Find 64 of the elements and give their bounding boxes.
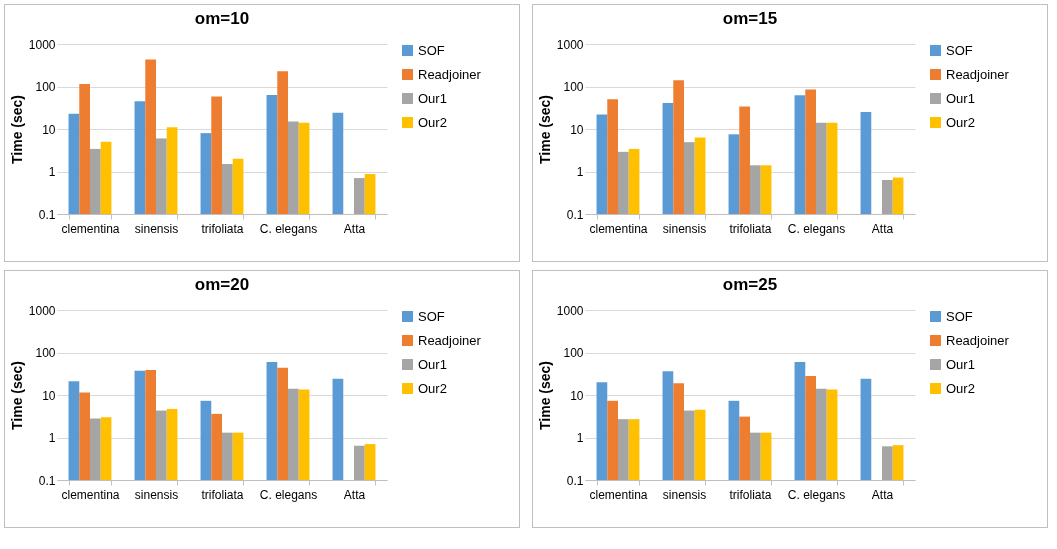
y-axis-title: Time (sec)	[8, 361, 25, 430]
x-tick-label: trifoliata	[729, 221, 772, 236]
y-tick-label: 10	[42, 122, 56, 137]
y-tick-label: 1000	[28, 37, 56, 52]
legend-label: Our1	[946, 90, 975, 106]
y-tick-label: 100	[563, 346, 584, 360]
legend-label: Our2	[946, 114, 975, 130]
x-tick-label: sinensis	[134, 487, 179, 502]
y-tick-label: 1000	[556, 37, 584, 52]
y-tick-label: 1	[48, 431, 56, 445]
x-tick-label: sinensis	[662, 221, 707, 236]
y-tick-label: 1000	[556, 303, 584, 318]
x-tick-label: clementina	[589, 487, 648, 502]
legend-label: Our2	[946, 380, 975, 396]
chart-title: om=10	[194, 9, 250, 28]
y-tick-label: 1	[48, 165, 56, 179]
x-tick-label: C. elegans	[259, 221, 318, 236]
x-tick-label: Atta	[871, 487, 894, 502]
x-tick-label: Atta	[343, 221, 366, 236]
x-tick-label: clementina	[589, 221, 648, 236]
x-tick-label: C. elegans	[787, 221, 846, 236]
legend-label: Our1	[418, 356, 447, 372]
legend-label: SOF	[946, 308, 973, 324]
legend-label: SOF	[418, 308, 445, 324]
x-tick-label: C. elegans	[259, 487, 318, 502]
y-tick-label: 0.1	[566, 207, 584, 222]
y-tick-label: 10	[570, 122, 584, 137]
y-tick-label: 0.1	[566, 473, 584, 488]
y-tick-label: 100	[35, 346, 56, 360]
legend-label: Our1	[418, 90, 447, 106]
y-axis-title: Time (sec)	[536, 361, 553, 430]
y-tick-label: 1	[576, 431, 584, 445]
legend-label: Readjoiner	[418, 332, 482, 348]
x-tick-label: Atta	[343, 487, 366, 502]
chart-title: om=15	[722, 9, 778, 28]
legend-label: Readjoiner	[418, 66, 482, 82]
chart-title: om=20	[194, 275, 250, 294]
x-tick-label: clementina	[61, 221, 120, 236]
x-tick-label: trifoliata	[201, 487, 244, 502]
legend-label: Our1	[946, 356, 975, 372]
y-tick-label: 1	[576, 165, 584, 179]
y-tick-label: 100	[563, 80, 584, 94]
y-axis-title: Time (sec)	[8, 95, 25, 164]
legend-label: Readjoiner	[946, 66, 1010, 82]
y-tick-label: 100	[35, 80, 56, 94]
x-tick-label: trifoliata	[729, 487, 772, 502]
legend-label: SOF	[946, 42, 973, 58]
y-tick-label: 0.1	[38, 473, 56, 488]
legend-label: Readjoiner	[946, 332, 1010, 348]
y-tick-label: 0.1	[38, 207, 56, 222]
x-tick-label: sinensis	[134, 221, 179, 236]
x-tick-label: clementina	[61, 487, 120, 502]
x-tick-label: Atta	[871, 221, 894, 236]
legend-label: Our2	[418, 114, 447, 130]
legend-label: Our2	[418, 380, 447, 396]
x-tick-label: sinensis	[662, 487, 707, 502]
x-tick-label: C. elegans	[787, 487, 846, 502]
legend-label: SOF	[418, 42, 445, 58]
y-tick-label: 10	[570, 388, 584, 403]
y-axis-title: Time (sec)	[536, 95, 553, 164]
chart-title: om=25	[722, 275, 778, 294]
y-tick-label: 1000	[28, 303, 56, 318]
x-tick-label: trifoliata	[201, 221, 244, 236]
y-tick-label: 10	[42, 388, 56, 403]
